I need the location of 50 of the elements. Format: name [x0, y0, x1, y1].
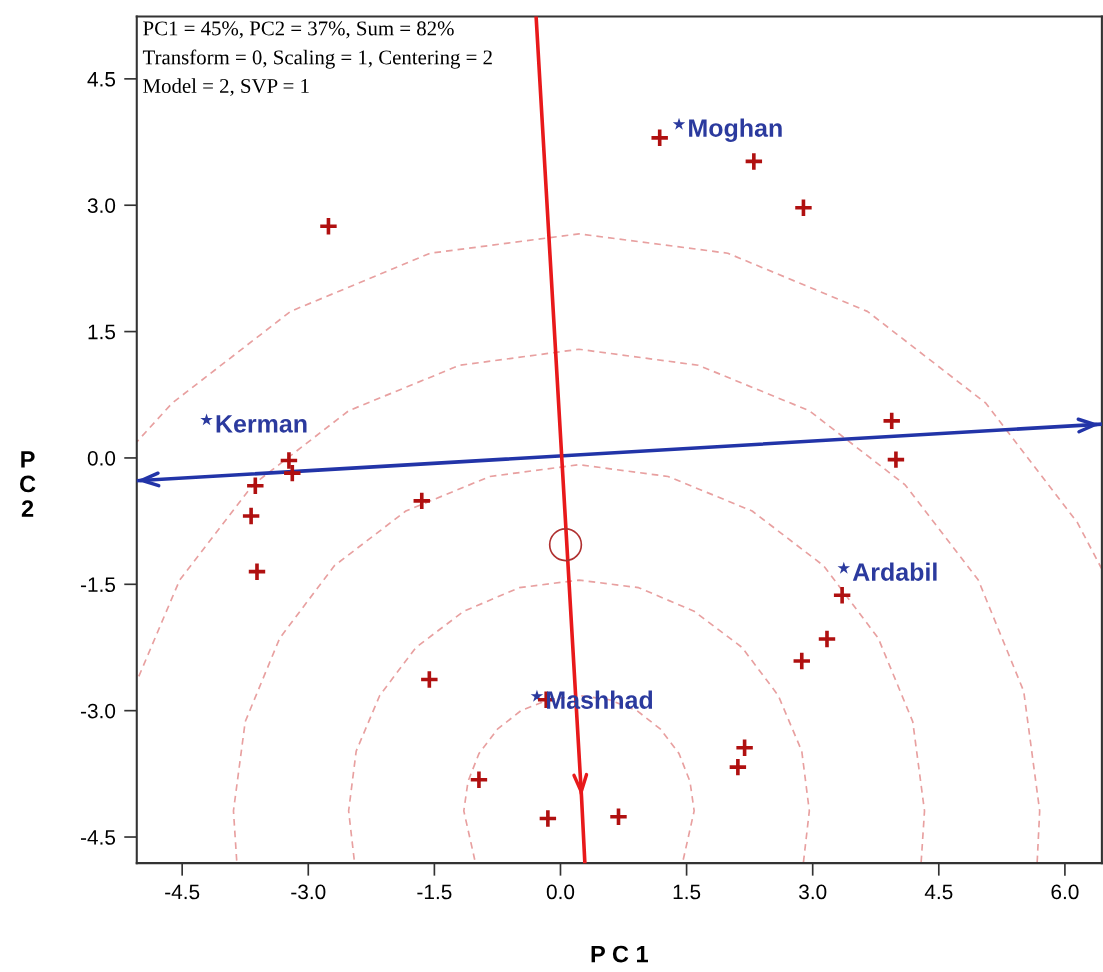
y-tick-label: 3.0: [87, 198, 116, 213]
point: [832, 585, 853, 606]
x-tick-label: 0.0: [546, 884, 575, 900]
point: [200, 413, 213, 426]
point: [411, 490, 432, 511]
point: [743, 151, 764, 172]
data-label: Moghan: [689, 118, 782, 142]
point: [885, 449, 906, 470]
x-tick-label: -3.0: [291, 884, 326, 900]
x-tick-label: -1.5: [417, 884, 452, 900]
point: [278, 450, 299, 471]
point: [282, 463, 303, 484]
line-series: [136, 348, 1041, 864]
point: [419, 669, 440, 690]
x-tick-label: 3.0: [799, 884, 827, 900]
x-axis-title: P C 1: [591, 945, 648, 963]
y-axis-title: P C 2: [20, 451, 36, 517]
point: [734, 737, 755, 758]
point: [672, 117, 686, 130]
point: [793, 197, 814, 218]
data-label: Ardabil: [852, 562, 937, 581]
point: [318, 216, 339, 237]
point: [837, 561, 851, 574]
point: [816, 629, 838, 650]
point: [537, 808, 558, 829]
y-tick-label: 4.5: [87, 72, 116, 87]
point: [548, 528, 583, 562]
point: [881, 410, 902, 431]
point: [649, 127, 670, 148]
y-tick-label: 0.0: [87, 450, 116, 466]
data-label: Kerman: [216, 415, 307, 433]
y-tick-label: -1.5: [80, 577, 116, 593]
annotation: PC1 = 45%, PC2 = 37%, Sum = 82%: [143, 21, 454, 39]
point: [245, 475, 266, 496]
annotation: Model = 2, SVP = 1: [143, 78, 309, 96]
x-tick-label: 6.0: [1051, 884, 1079, 900]
line-series: [347, 579, 811, 864]
point: [791, 650, 812, 671]
y-tick-label: -3.0: [80, 703, 116, 719]
point: [468, 769, 489, 790]
x-tick-label: 1.5: [673, 884, 701, 900]
point: [246, 561, 268, 582]
point: [727, 757, 748, 778]
x-tick-label: -4.5: [165, 884, 200, 900]
point: [608, 806, 629, 827]
y-tick-label: -4.5: [80, 830, 116, 845]
y-tick-label: 1.5: [88, 324, 116, 340]
annotation: Transform = 0, Scaling = 1, Centering = 2: [142, 49, 492, 69]
point: [241, 506, 262, 527]
x-tick-label: 4.5: [924, 884, 953, 900]
